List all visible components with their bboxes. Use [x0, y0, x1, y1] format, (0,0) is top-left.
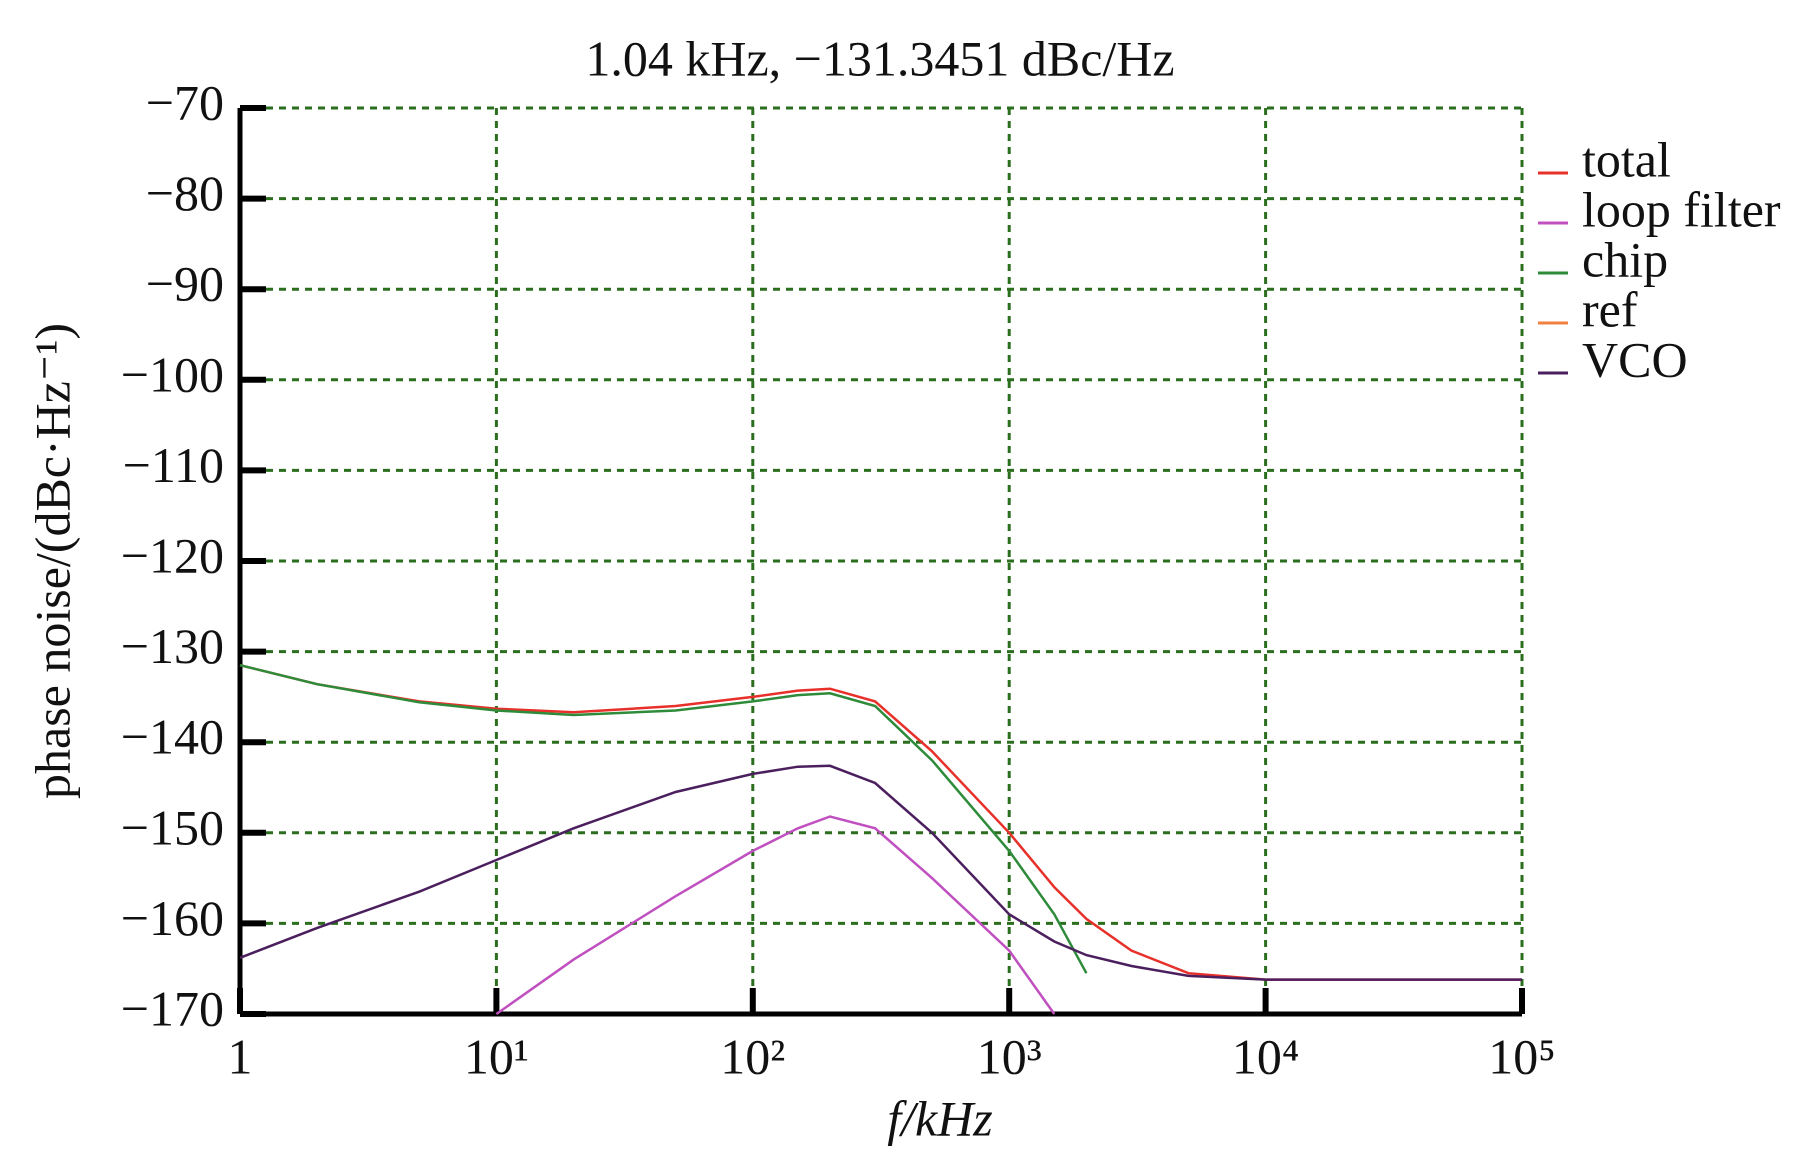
y-tick-label: −140 — [121, 709, 224, 765]
y-tick-label: −170 — [121, 980, 224, 1036]
y-tick-label: −80 — [146, 165, 224, 221]
y-tick-label: −120 — [121, 527, 224, 583]
x-tick-label: 1 — [228, 1028, 253, 1084]
x-tick-label: 10³ — [977, 1028, 1042, 1084]
series-line — [495, 815, 1056, 1016]
x-tick-label: 10⁴ — [1232, 1028, 1299, 1084]
series-line — [239, 663, 1522, 981]
legend-label: total — [1582, 131, 1671, 187]
legend-label: loop filter — [1582, 181, 1781, 237]
x-tick-label: 10⁵ — [1488, 1028, 1555, 1084]
y-tick-label: −160 — [121, 890, 224, 946]
legend-label: ref — [1582, 281, 1638, 337]
y-tick-label: −110 — [123, 437, 224, 493]
y-tick-label: −90 — [146, 256, 224, 312]
y-tick-label: −150 — [121, 799, 224, 855]
x-tick-label: 10² — [720, 1028, 785, 1084]
y-tick-label: −100 — [121, 346, 224, 402]
y-tick-label: −70 — [146, 74, 224, 130]
x-tick-label: 10¹ — [464, 1028, 529, 1084]
chart-title: 1.04 kHz, −131.3451 dBc/Hz — [585, 30, 1174, 86]
y-axis-label: phase noise/(dBc·Hz⁻¹) — [24, 323, 80, 799]
y-tick-label: −130 — [121, 618, 224, 674]
legend-label: VCO — [1582, 331, 1688, 387]
x-axis-label: f/kHz — [887, 1090, 993, 1146]
legend-label: chip — [1582, 231, 1668, 287]
series-line — [239, 764, 1522, 981]
series-line — [239, 663, 1088, 974]
